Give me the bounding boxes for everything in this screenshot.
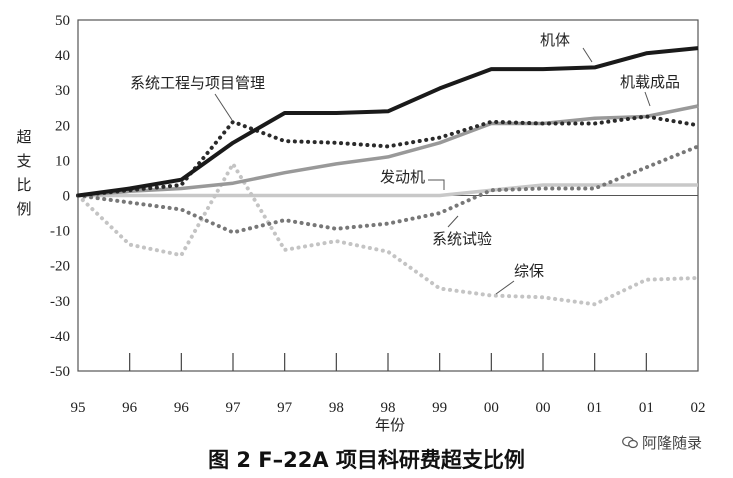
annotation-leader bbox=[495, 280, 515, 295]
x-tick-label: 98 bbox=[381, 400, 396, 416]
series-label: 机体 bbox=[540, 31, 570, 49]
y-tick-label: -30 bbox=[50, 294, 70, 310]
series-line bbox=[76, 114, 700, 198]
series-line bbox=[77, 104, 699, 198]
wechat-icon bbox=[622, 436, 638, 449]
figure-caption: 图 2 F–22A 项目科研费超支比例 bbox=[208, 448, 525, 472]
x-tick-label: 96 bbox=[174, 400, 190, 416]
series-line bbox=[76, 161, 700, 307]
y-tick-label: -20 bbox=[50, 259, 70, 275]
watermark: 阿隆随录 bbox=[622, 432, 702, 453]
y-tick-labels: 50 40 30 20 10 0 -10 -20 -30 -40 -50 bbox=[50, 13, 70, 380]
y-tick-label: 40 bbox=[55, 48, 70, 64]
y-tick-label: -50 bbox=[50, 364, 70, 380]
y-tick-label: 20 bbox=[55, 118, 70, 134]
x-tick-label: 00 bbox=[484, 400, 499, 416]
x-tick-label: 98 bbox=[329, 400, 344, 416]
x-tick-label: 01 bbox=[639, 400, 654, 416]
y-tick-label: 30 bbox=[55, 83, 70, 99]
x-tick-label: 00 bbox=[536, 400, 551, 416]
y-axis-label: 超支比例 bbox=[16, 128, 31, 218]
x-tick-labels: 95 96 96 97 97 98 98 99 00 00 01 01 02 bbox=[71, 400, 706, 416]
y-tick-label: 0 bbox=[63, 189, 71, 205]
series-line bbox=[77, 46, 699, 198]
series-label: 系统试验 bbox=[432, 230, 492, 248]
x-tick-label: 95 bbox=[71, 400, 86, 416]
x-tick-label: 02 bbox=[691, 400, 706, 416]
annotation-leader bbox=[644, 91, 651, 107]
series-label: 发动机 bbox=[380, 168, 425, 186]
y-tick-label: 50 bbox=[55, 13, 70, 29]
x-axis-label: 年份 bbox=[375, 416, 405, 434]
annotation-leader bbox=[214, 93, 233, 121]
annotation-leader bbox=[428, 179, 445, 190]
annotation-leader bbox=[447, 215, 459, 228]
y-tick-label: 10 bbox=[55, 153, 70, 169]
series-label: 综保 bbox=[514, 262, 544, 280]
x-tick-label: 97 bbox=[226, 400, 242, 416]
x-tick-label: 97 bbox=[277, 400, 293, 416]
series-label: 系统工程与项目管理 bbox=[130, 74, 265, 92]
y-tick-label: -10 bbox=[50, 224, 70, 240]
series-line bbox=[76, 144, 700, 235]
y-tick-label: -40 bbox=[50, 329, 70, 345]
watermark-text: 阿隆随录 bbox=[642, 434, 703, 452]
x-tick-label: 99 bbox=[432, 400, 447, 416]
series-label: 机载成品 bbox=[620, 73, 680, 91]
series-line bbox=[78, 183, 698, 198]
series-lines bbox=[76, 46, 700, 307]
x-tick-label: 96 bbox=[122, 400, 138, 416]
annotation-leader bbox=[582, 47, 593, 63]
x-tick-label: 01 bbox=[587, 400, 602, 416]
